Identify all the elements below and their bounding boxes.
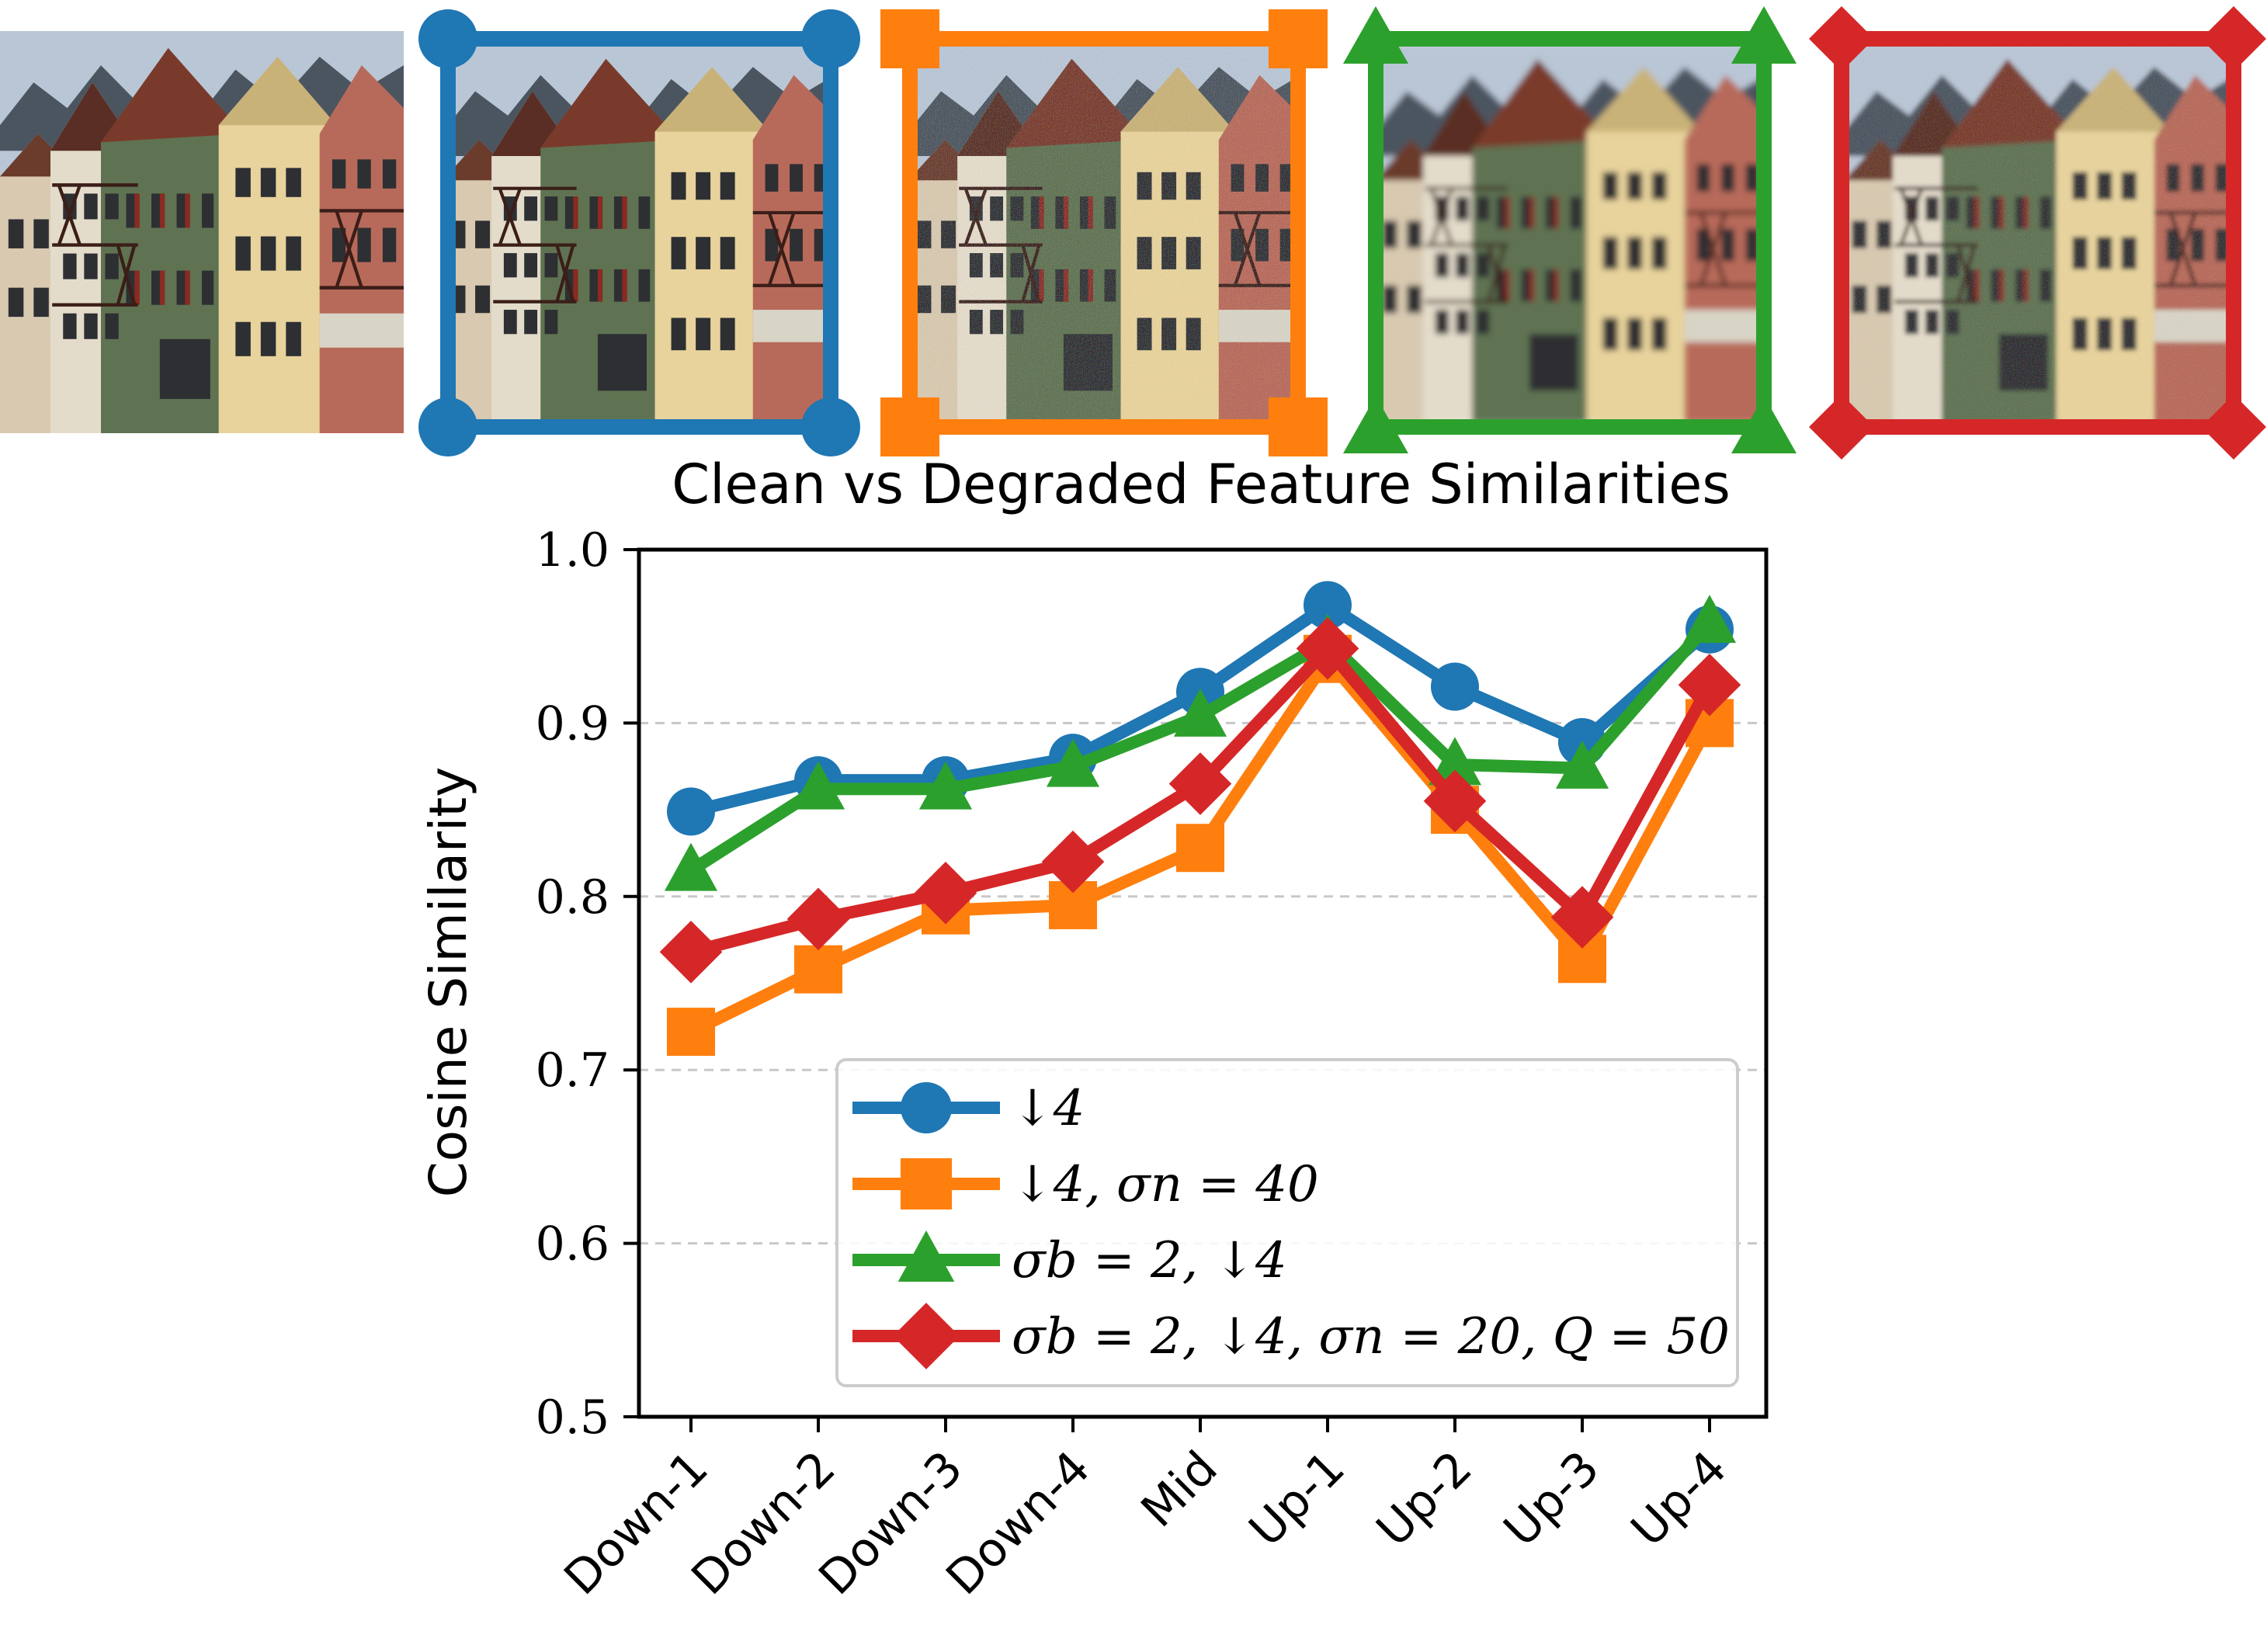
y-tick-label: 0.6 — [536, 1217, 609, 1272]
series-diamond — [659, 617, 1741, 984]
data-point — [659, 920, 723, 984]
data-point — [1046, 738, 1100, 787]
clean-image — [0, 31, 404, 433]
orange-frame — [902, 31, 1306, 435]
x-tick-label: Down-2 — [682, 1441, 846, 1605]
data-point — [1431, 662, 1479, 711]
data-point — [1041, 830, 1105, 894]
data-point — [1682, 595, 1737, 644]
legend-box — [835, 1058, 1739, 1387]
x-tick-label: Up-2 — [1366, 1441, 1483, 1557]
blurred-image — [1343, 6, 1797, 453]
legend-marker — [893, 1303, 960, 1369]
data-point — [786, 887, 850, 951]
data-point — [791, 761, 845, 810]
legend-label: σb = 2, ↓4 — [1012, 1232, 1287, 1289]
data-point — [1176, 824, 1224, 873]
legend-label: ↓4 — [1012, 1080, 1085, 1137]
x-tick-label: Down-1 — [554, 1441, 719, 1605]
chart-title: Clean vs Degraded Feature Similarities — [672, 453, 1731, 516]
data-point — [794, 945, 842, 994]
green-frame — [1368, 31, 1772, 435]
legend-marker — [901, 1158, 952, 1210]
legend: ↓4 ↓4, σn = 40 σb = 2, ↓4 σb = 2, ↓4, σn = … — [835, 1058, 1739, 1387]
data-point — [667, 787, 715, 836]
y-tick-label: 0.7 — [536, 1043, 609, 1098]
data-point — [1550, 886, 1614, 949]
legend-entry: σb = 2, ↓4 — [852, 1230, 1287, 1289]
mixed-degradation-image — [1809, 6, 2266, 460]
legend-entry: ↓4 — [852, 1080, 1085, 1137]
legend-marker — [901, 1082, 952, 1133]
series-layer — [659, 581, 1741, 1057]
blue-frame — [440, 31, 838, 435]
circle-corner-markers — [418, 9, 860, 456]
x-tick-label: Down-3 — [809, 1441, 974, 1605]
legend-label: ↓4, σn = 40 — [1012, 1156, 1319, 1213]
legend-marker — [897, 1230, 955, 1282]
x-tick-label: Mid — [1131, 1441, 1228, 1538]
x-tick-label: Up-4 — [1621, 1441, 1738, 1557]
data-point — [664, 842, 718, 891]
data-point — [1428, 737, 1482, 786]
y-tick-label: 0.9 — [536, 696, 609, 751]
y-tick-label: 1.0 — [536, 523, 609, 578]
diamond-corner-markers — [1809, 6, 2266, 460]
data-point — [667, 1008, 715, 1057]
triangle-corner-markers — [1343, 6, 1797, 453]
legend-entry: σb = 2, ↓4, σn = 20, Q = 50 — [852, 1303, 1730, 1369]
plot-frame — [637, 547, 1769, 1419]
data-point — [1304, 581, 1352, 630]
x-tick-label: Up-3 — [1494, 1441, 1610, 1557]
red-frame — [1834, 31, 2241, 435]
square-corner-markers — [880, 9, 1328, 456]
data-point — [918, 761, 973, 810]
x-tick-label: Up-1 — [1239, 1441, 1356, 1557]
legend-entry: ↓4, σn = 40 — [852, 1156, 1319, 1213]
data-point — [914, 862, 977, 925]
y-axis-label: Cosine Similarity — [418, 767, 478, 1198]
data-point — [1168, 752, 1232, 815]
thumbnail-row — [0, 6, 2266, 460]
y-tick-label: 0.8 — [536, 870, 609, 925]
data-point — [1678, 653, 1741, 717]
y-tick-label: 0.5 — [536, 1390, 609, 1445]
y-axis-ticks: 0.5 0.6 0.7 0.8 0.9 1.0 — [536, 523, 639, 1445]
data-point — [1423, 769, 1487, 833]
data-point — [1296, 617, 1359, 680]
noisy-image — [880, 9, 1328, 456]
x-tick-label: Down-4 — [936, 1441, 1101, 1605]
data-point — [1555, 740, 1609, 789]
downsampled-image — [418, 9, 860, 456]
data-point — [1173, 688, 1227, 737]
legend-label: σb = 2, ↓4, σn = 20, Q = 50 — [1012, 1308, 1730, 1366]
